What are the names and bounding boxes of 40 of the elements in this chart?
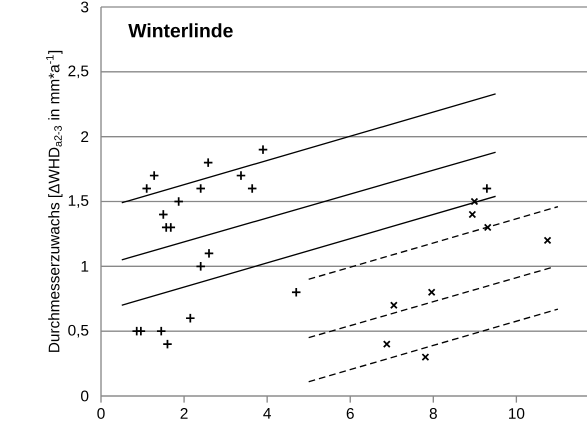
y-axis-title: Durchmesserzuwachs [ΔWHD$_{a2-3}$ in mm*a$^{-1}$] [46,50,62,352]
point [236,170,246,181]
point [185,313,196,324]
point [149,170,160,181]
y-tick-label: 2,5 [68,65,88,78]
point [162,338,173,350]
point [544,236,552,244]
point [484,224,492,232]
point [390,301,398,310]
point [247,183,258,194]
point [166,222,176,233]
point [470,198,478,206]
point [422,353,430,361]
point [382,340,391,348]
y-tick-label: 3 [81,2,88,12]
x-tick-label: 0 [97,408,105,419]
point [482,183,492,194]
x-tick-label: 10 [509,408,524,419]
y-tick-label: 2 [81,131,88,142]
point [174,196,184,207]
point [196,261,206,272]
y-tick-label: 1 [82,261,88,272]
x-tick-label: 2 [180,408,188,419]
x-tick-label: 4 [263,408,271,419]
y-tick-label: 1,5 [68,195,88,208]
y-tick-label: 0,5 [68,324,88,338]
point [158,209,168,220]
x-tick-label: 8 [430,408,437,419]
x-tick-label: 6 [346,408,354,419]
point [258,144,268,155]
point [428,288,436,296]
point [291,287,302,298]
point [204,248,214,258]
point [156,326,166,336]
point [142,183,152,194]
point [203,157,214,168]
point [196,183,206,194]
point [468,210,476,218]
y-tick-label: 0 [81,390,88,402]
text: Winterlinde [128,23,233,38]
